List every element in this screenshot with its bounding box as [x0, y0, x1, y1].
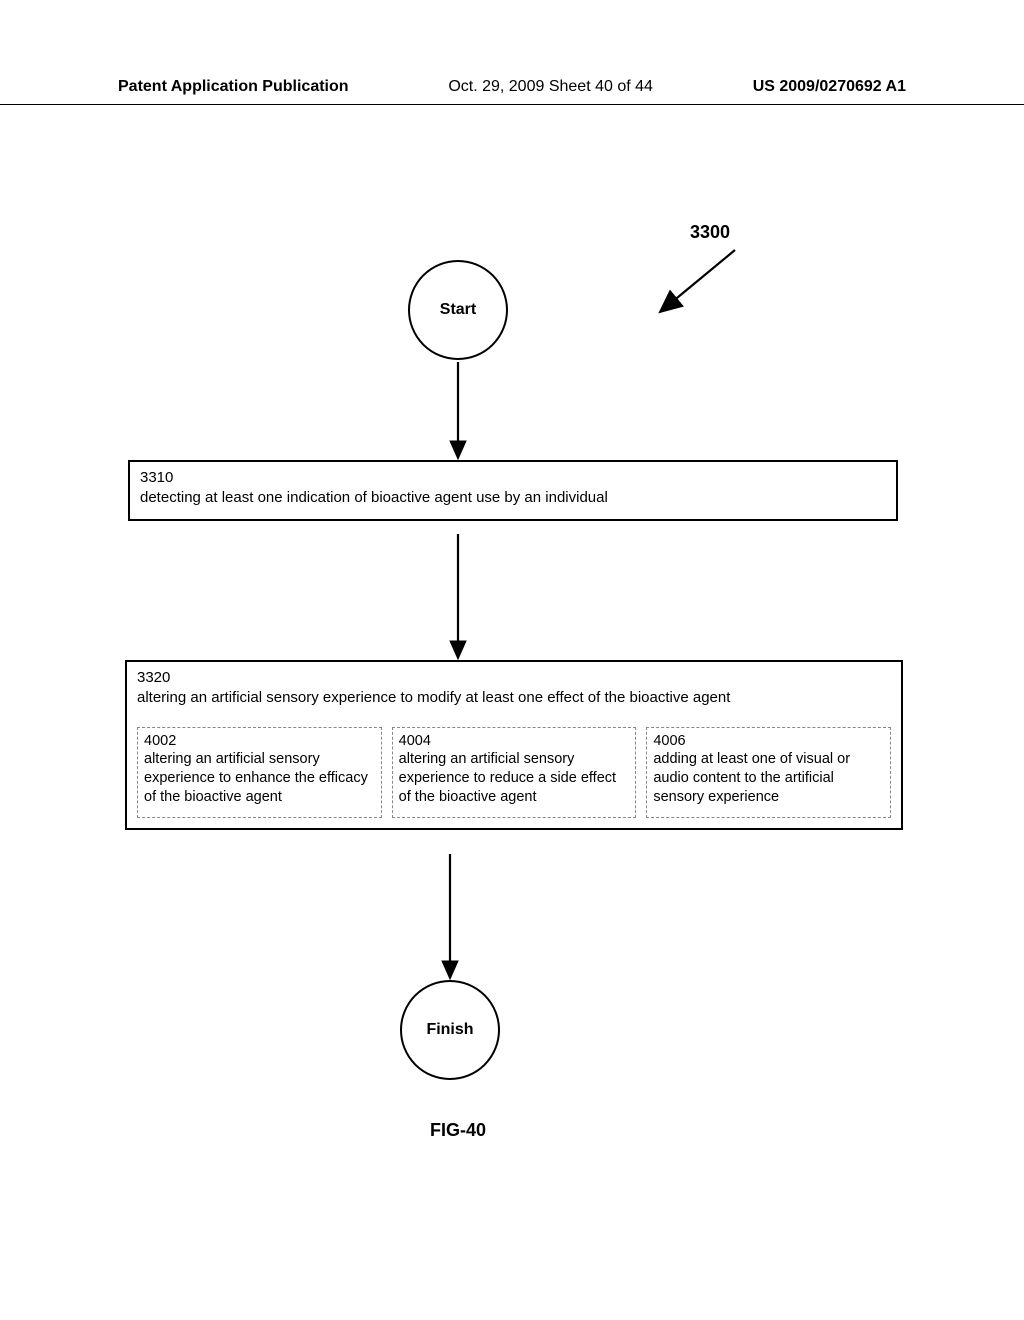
substep-4006-text: adding at least one of visual or audio c… [653, 750, 884, 807]
start-label: Start [440, 301, 476, 319]
substep-4004-number: 4004 [399, 732, 630, 751]
page-header: Patent Application Publication Oct. 29, … [118, 78, 906, 96]
step-3310-text: detecting at least one indication of bio… [140, 488, 886, 508]
process-step-3310: 3310 detecting at least one indication o… [128, 460, 898, 521]
substep-4006: 4006 adding at least one of visual or au… [646, 727, 891, 818]
diagram-reference-number: 3300 [690, 222, 730, 243]
substep-4004: 4004 altering an artificial sensory expe… [392, 727, 637, 818]
step-3320-text: altering an artificial sensory experienc… [137, 688, 891, 708]
header-right: US 2009/0270692 A1 [753, 78, 906, 96]
step-3310-number: 3310 [140, 468, 886, 488]
process-step-3320: 3320 altering an artificial sensory expe… [125, 660, 903, 830]
page: Patent Application Publication Oct. 29, … [0, 0, 1024, 1320]
finish-terminal: Finish [400, 980, 500, 1080]
substep-4002-number: 4002 [144, 732, 375, 751]
reference-pointer-arrow [660, 250, 735, 312]
substep-4002-text: altering an artificial sensory experienc… [144, 750, 375, 807]
start-terminal: Start [408, 260, 508, 360]
header-rule [0, 104, 1024, 105]
header-left: Patent Application Publication [118, 78, 349, 96]
finish-label: Finish [426, 1021, 473, 1039]
substep-4006-number: 4006 [653, 732, 884, 751]
substep-4004-text: altering an artificial sensory experienc… [399, 750, 630, 807]
substeps-row: 4002 altering an artificial sensory expe… [137, 727, 891, 818]
step-3320-number: 3320 [137, 668, 891, 688]
figure-label: FIG-40 [430, 1120, 486, 1141]
substep-4002: 4002 altering an artificial sensory expe… [137, 727, 382, 818]
header-center: Oct. 29, 2009 Sheet 40 of 44 [448, 78, 653, 96]
